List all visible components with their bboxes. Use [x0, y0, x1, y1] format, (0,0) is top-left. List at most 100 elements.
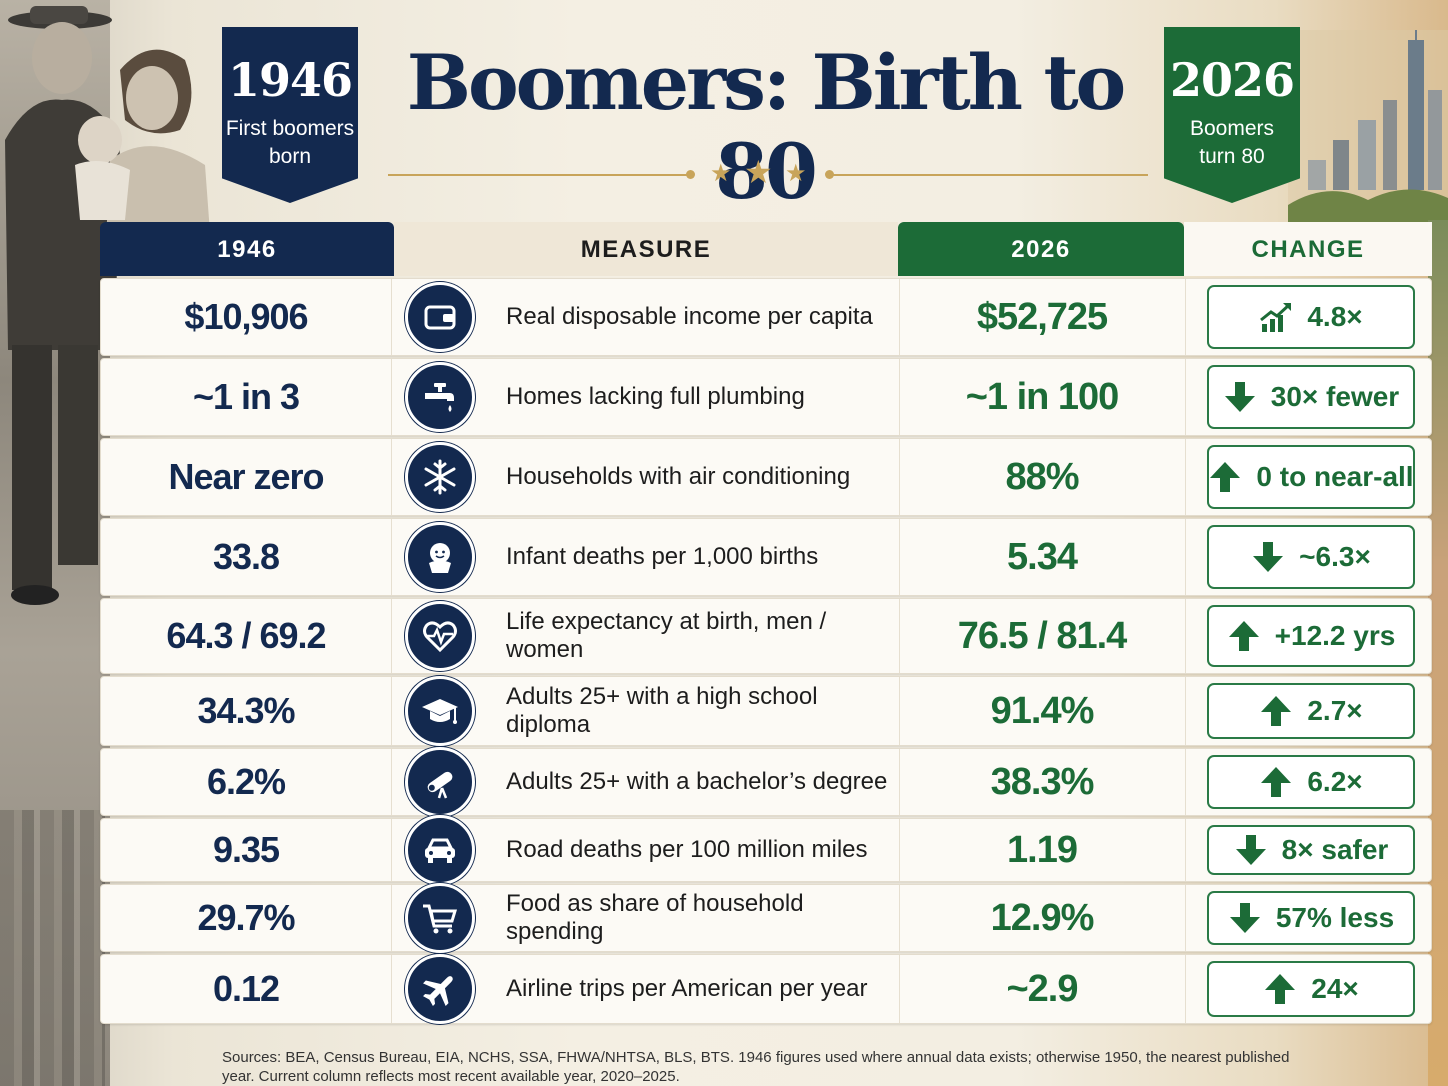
change-badge: 6.2× [1207, 755, 1415, 809]
value-2026: 76.5 / 81.4 [957, 614, 1128, 657]
arrow-up-icon [1208, 460, 1242, 494]
measure-label: Real disposable income per capita [506, 303, 873, 330]
value-2026: 12.9% [990, 896, 1095, 939]
value-2026: 5.34 [1007, 535, 1078, 578]
banner-caption-line2: born [268, 145, 312, 168]
change-badge: 30× fewer [1207, 365, 1415, 429]
banner-year: 1946 [227, 53, 353, 107]
trend-up-icon [1259, 300, 1293, 334]
measure-label: Food as share of household spending [506, 890, 804, 945]
arrow-down-icon [1234, 833, 1268, 867]
measure-label: Households with air conditioning [506, 463, 851, 490]
change-badge: 0 to near-all [1207, 445, 1415, 509]
change-badge: 57% less [1207, 891, 1415, 945]
table-row: ~1 in 3 Homes lacking full plumbing ~1 in … [100, 358, 1432, 436]
measure-label: Adults 25+ with a high school diploma [506, 683, 818, 738]
modern-city-skyline [1288, 30, 1448, 240]
banner-1946: 1946 First boomers born [222, 27, 358, 203]
change-value: 4.8× [1307, 301, 1363, 332]
park-background [1428, 220, 1448, 1086]
column-header-1946: 1946 [100, 222, 394, 276]
change-badge: 2.7× [1207, 683, 1415, 739]
value-2026: 1.19 [1007, 828, 1078, 871]
star-icon: ★ [744, 154, 773, 190]
arrow-up-icon [1227, 619, 1261, 653]
column-header-measure: MEASURE [394, 222, 898, 276]
comparison-table: 1946 MEASURE 2026 CHANGE $10,906 Real dis… [100, 222, 1432, 1026]
sources-footnote: Sources: BEA, Census Bureau, EIA, NCHS, … [222, 1049, 1290, 1085]
change-badge: ~6.3× [1207, 525, 1415, 589]
banner-year: 2026 [1169, 53, 1295, 107]
arrow-up-icon [1259, 694, 1293, 728]
table-row: 0.12 Airline trips per American per year ~… [100, 954, 1432, 1024]
table-row: $10,906 Real disposable income per capita… [100, 278, 1432, 356]
airplane-icon [405, 954, 475, 1024]
vintage-city-skyline [0, 810, 105, 1086]
column-header-change: CHANGE [1184, 222, 1432, 276]
value-1946: 9.35 [212, 829, 280, 870]
value-2026: $52,725 [976, 295, 1108, 338]
page-title: Boomers: Birth to 80 [406, 38, 1127, 216]
change-badge: 8× safer [1207, 825, 1415, 875]
table-row: 34.3% Adults 25+ with a high school diplo… [100, 676, 1432, 746]
banner-caption-line2: turn 80 [1199, 145, 1265, 168]
table-row: 64.3 / 69.2 Life expectancy at birth, men… [100, 598, 1432, 674]
change-value: 0 to near-all [1256, 461, 1414, 492]
value-1946: ~1 in 3 [192, 376, 300, 417]
measure-label: Life expectancy at birth, men / women [506, 608, 827, 663]
wallet-icon [405, 282, 475, 352]
arrow-down-icon [1228, 901, 1262, 935]
change-value: 30× fewer [1270, 381, 1400, 412]
change-badge: +12.2 yrs [1207, 605, 1415, 667]
value-1946: 64.3 / 69.2 [166, 615, 326, 656]
change-value: ~6.3× [1299, 541, 1371, 572]
arrow-down-icon [1251, 540, 1285, 574]
table-row: 29.7% Food as share of household spending… [100, 883, 1432, 953]
change-value: 24× [1311, 973, 1359, 1004]
star-icon: ★ [710, 160, 732, 187]
value-1946: 6.2% [206, 761, 286, 802]
snowflake-icon [405, 442, 475, 512]
change-value: 6.2× [1307, 766, 1363, 797]
table-row: 6.2% Adults 25+ with a bachelor’s degree 3… [100, 747, 1432, 817]
banner-caption-line1: First boomers [225, 117, 355, 140]
value-1946: 0.12 [212, 968, 280, 1009]
faucet-icon [405, 362, 475, 432]
diploma-icon [405, 747, 475, 817]
value-2026: 88% [1005, 455, 1079, 498]
measure-label: Adults 25+ with a bachelor’s degree [506, 768, 888, 795]
banner-caption-line1: Boomers [1189, 117, 1275, 140]
measure-label: Homes lacking full plumbing [506, 383, 805, 410]
arrow-up-icon [1259, 765, 1293, 799]
value-2026: ~1 in 100 [965, 375, 1120, 418]
value-1946: 33.8 [212, 536, 280, 577]
change-value: +12.2 yrs [1274, 620, 1396, 651]
measure-label: Airline trips per American per year [506, 975, 868, 1002]
change-badge: 4.8× [1207, 285, 1415, 349]
value-1946: Near zero [168, 456, 324, 497]
car-icon [405, 815, 475, 885]
ornamental-divider: ★ ★ ★ [388, 154, 1148, 190]
measure-label: Infant deaths per 1,000 births [506, 543, 819, 570]
measure-label: Road deaths per 100 million miles [506, 836, 868, 863]
value-1946: 34.3% [197, 690, 295, 731]
graduation-cap-icon [405, 676, 475, 746]
table-header: 1946 MEASURE 2026 CHANGE [100, 222, 1432, 276]
value-2026: 91.4% [990, 689, 1095, 732]
table-row: 33.8 Infant deaths per 1,000 births 5.34 ~6… [100, 518, 1432, 596]
column-header-2026: 2026 [898, 222, 1184, 276]
banner-2026: 2026 Boomers turn 80 [1164, 27, 1300, 203]
baby-icon [405, 522, 475, 592]
table-row: Near zero Households with air conditionin… [100, 438, 1432, 516]
value-1946: 29.7% [197, 897, 295, 938]
star-icon: ★ [785, 160, 807, 187]
heartbeat-icon [405, 601, 475, 671]
change-value: 2.7× [1307, 695, 1363, 726]
value-2026: 38.3% [990, 760, 1095, 803]
arrow-down-icon [1223, 380, 1257, 414]
arrow-up-icon [1263, 972, 1297, 1006]
value-2026: ~2.9 [1006, 967, 1078, 1010]
cart-icon [405, 883, 475, 953]
table-row: 9.35 Road deaths per 100 million miles 1.1… [100, 815, 1432, 885]
change-value: 8× safer [1281, 834, 1389, 865]
